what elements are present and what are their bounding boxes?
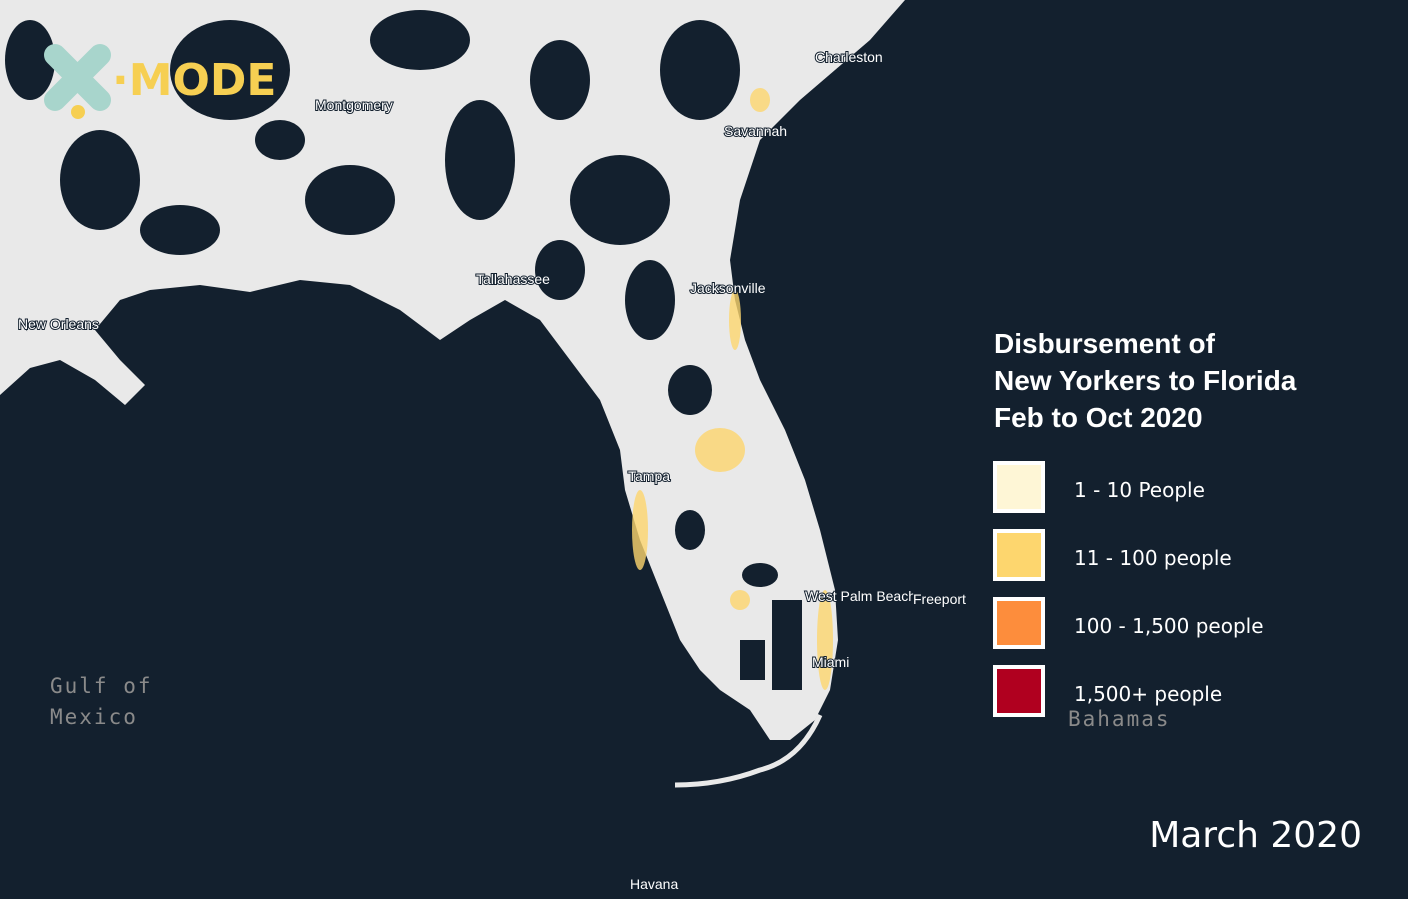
logo-mark — [44, 44, 111, 111]
place-label: Miami — [812, 654, 849, 670]
place-label: Havana — [630, 876, 678, 892]
legend-swatch — [993, 665, 1045, 717]
legend-swatch — [993, 461, 1045, 513]
place-label: Jacksonville — [690, 280, 766, 296]
land-mass — [0, 0, 905, 740]
place-label: Freeport — [913, 591, 966, 607]
place-label: Tampa — [628, 468, 670, 484]
legend-label: 11 - 100 people — [1074, 546, 1232, 570]
sea-label: Mexico — [50, 705, 138, 729]
legend-title: New Yorkers to Florida — [994, 365, 1297, 396]
land — [0, 0, 905, 788]
legend-swatch — [993, 529, 1045, 581]
sea-label: Gulf of — [50, 674, 153, 698]
legend-title: Feb to Oct 2020 — [994, 402, 1203, 433]
place-label: New Orleans — [18, 316, 99, 332]
legend-label: 1,500+ people — [1074, 682, 1222, 706]
legend-label: 1 - 10 People — [1074, 478, 1205, 502]
unpopulated-areas — [5, 10, 802, 690]
place-label: Montgomery — [315, 97, 393, 113]
legend-swatch — [993, 597, 1045, 649]
legend-label: 100 - 1,500 people — [1074, 614, 1264, 638]
date-label: March 2020 — [1149, 815, 1362, 856]
place-label: Tallahassee — [476, 271, 550, 287]
place-label: Charleston — [815, 49, 883, 65]
legend-title: Disbursement of — [994, 328, 1216, 359]
logo: ·MODE — [44, 44, 276, 119]
legend: Disbursement of New Yorkers to Florida Feb… — [993, 328, 1297, 717]
logo-dot — [71, 105, 85, 119]
keys — [674, 713, 823, 788]
place-label: West Palm Beach — [805, 588, 916, 604]
sea-label: Bahamas — [1068, 707, 1171, 731]
place-labels: Montgomery Savannah Charleston Tallahassee J… — [17, 48, 1171, 893]
coastal-highlights — [632, 88, 833, 690]
logo-text: ·MODE — [112, 55, 276, 106]
place-label: Savannah — [724, 123, 787, 139]
